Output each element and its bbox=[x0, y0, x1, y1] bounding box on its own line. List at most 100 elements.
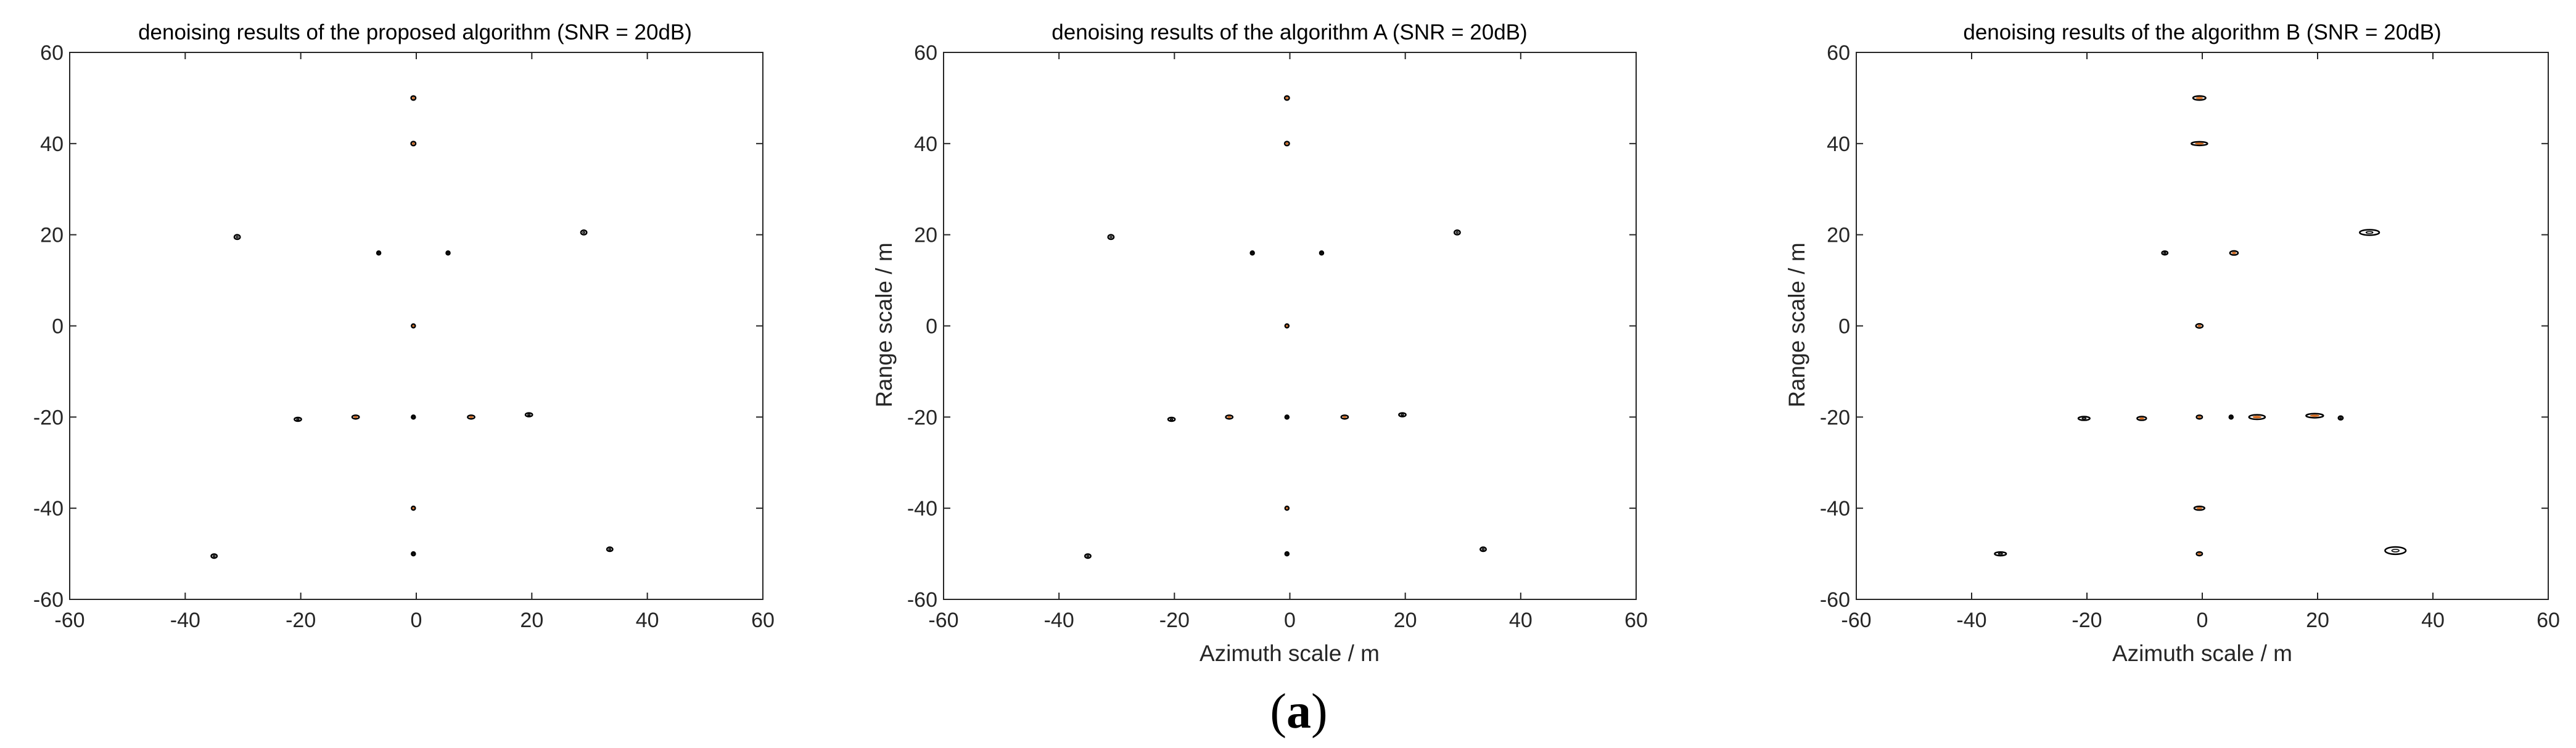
y-tick-label: -40 bbox=[1820, 497, 1850, 520]
x-tick-label: -60 bbox=[928, 609, 958, 632]
target-point bbox=[606, 546, 614, 553]
target-point bbox=[1479, 546, 1487, 553]
target-contour-outer bbox=[233, 234, 241, 240]
panel-title: denoising results of the proposed algori… bbox=[138, 20, 692, 44]
target-contour-inner bbox=[2252, 416, 2262, 419]
target-contour-outer bbox=[1084, 553, 1092, 559]
y-tick-label: 20 bbox=[914, 224, 937, 247]
target-contour-inner bbox=[1286, 416, 1288, 419]
target-point bbox=[1283, 95, 1290, 101]
target-contour-outer bbox=[411, 414, 416, 420]
x-tick-label: -60 bbox=[1841, 609, 1871, 632]
panel-title: denoising results of the algorithm B (SN… bbox=[1963, 20, 2441, 44]
y-tick-label: -60 bbox=[33, 588, 64, 612]
target-contour-inner bbox=[2231, 252, 2237, 255]
target-point bbox=[410, 141, 417, 147]
x-tick-label: -20 bbox=[1159, 609, 1190, 632]
target-contour-inner bbox=[1401, 413, 1404, 416]
target-point bbox=[2190, 141, 2208, 147]
target-contour-inner bbox=[412, 416, 415, 419]
target-point bbox=[411, 323, 416, 329]
y-tick-label: 0 bbox=[1838, 315, 1850, 339]
y-tick-label: 40 bbox=[1827, 133, 1850, 156]
x-axis-title: Azimuth scale / m bbox=[1200, 641, 1380, 666]
target-contour-outer bbox=[411, 551, 416, 557]
x-tick-label: 40 bbox=[636, 609, 659, 632]
target-point bbox=[210, 553, 218, 559]
target-contour-inner bbox=[2310, 414, 2320, 417]
target-point bbox=[2228, 414, 2234, 420]
target-point bbox=[410, 95, 417, 101]
target-point bbox=[2193, 505, 2205, 511]
target-contour-outer bbox=[524, 412, 533, 417]
target-point bbox=[2195, 414, 2204, 420]
target-point bbox=[1284, 505, 1290, 511]
target-point bbox=[445, 250, 451, 256]
target-contour-inner bbox=[469, 416, 474, 418]
target-contour-inner bbox=[2339, 417, 2342, 419]
target-contour-outer bbox=[210, 553, 218, 559]
target-contour-inner bbox=[377, 252, 380, 255]
y-axis-title: Range scale / m bbox=[871, 242, 897, 407]
x-tick-label: -40 bbox=[1044, 609, 1074, 632]
target-contour-inner bbox=[1455, 231, 1459, 234]
panel-algorithm-b: denoising results of the algorithm B (SN… bbox=[1784, 20, 2560, 666]
target-contour-inner bbox=[1109, 236, 1113, 239]
target-contour-inner bbox=[582, 231, 586, 234]
target-point bbox=[2359, 229, 2381, 236]
x-tick-label: 60 bbox=[751, 609, 775, 632]
y-tick-label: 60 bbox=[914, 41, 937, 65]
target-contour-inner bbox=[1251, 252, 1254, 255]
x-tick-label: -20 bbox=[286, 609, 316, 632]
target-contour-inner bbox=[412, 507, 414, 509]
target-point bbox=[2248, 414, 2266, 421]
y-axis-title: Range scale / m bbox=[1784, 242, 1809, 407]
x-axis-title: Azimuth scale / m bbox=[2112, 641, 2292, 666]
target-contour-outer bbox=[1284, 551, 1290, 557]
y-tick-label: 40 bbox=[40, 133, 64, 156]
target-point bbox=[1107, 234, 1115, 240]
target-contour-inner bbox=[212, 554, 216, 557]
target-contour-inner bbox=[2197, 324, 2202, 327]
target-point bbox=[2305, 413, 2324, 419]
target-point bbox=[1249, 250, 1255, 256]
y-tick-label: -60 bbox=[907, 588, 937, 612]
y-tick-label: -20 bbox=[907, 406, 937, 429]
target-point bbox=[2136, 416, 2147, 421]
target-point bbox=[1284, 551, 1290, 557]
target-contour-outer bbox=[294, 416, 302, 422]
target-contour-outer bbox=[2359, 229, 2381, 236]
target-point bbox=[2161, 250, 2169, 256]
target-contour-inner bbox=[2195, 142, 2204, 145]
target-point bbox=[351, 414, 360, 420]
target-contour-inner bbox=[446, 252, 450, 255]
target-point bbox=[1994, 551, 2007, 557]
target-point bbox=[1398, 412, 1407, 417]
target-point bbox=[233, 234, 241, 240]
target-contour-inner bbox=[2197, 416, 2201, 418]
target-point bbox=[1084, 553, 1092, 559]
target-contour-inner bbox=[412, 97, 415, 99]
target-contour-inner bbox=[2229, 416, 2232, 419]
target-contour-outer bbox=[2228, 414, 2234, 420]
target-contour-outer bbox=[2161, 250, 2169, 256]
x-tick-label: 0 bbox=[1284, 609, 1296, 632]
target-contour-inner bbox=[1343, 416, 1347, 418]
target-point bbox=[2337, 415, 2344, 421]
figure-caption-letter: a bbox=[1286, 684, 1311, 739]
target-contour-inner bbox=[1481, 548, 1485, 551]
target-point bbox=[1167, 416, 1176, 422]
panel-proposed-algorithm: denoising results of the proposed algori… bbox=[33, 20, 775, 632]
target-contour-inner bbox=[2139, 417, 2144, 420]
target-contour-outer bbox=[606, 546, 614, 553]
target-point bbox=[2192, 95, 2207, 101]
panel-algorithm-a: denoising results of the algorithm A (SN… bbox=[871, 20, 1648, 666]
target-contour-inner bbox=[296, 418, 300, 421]
x-tick-label: 0 bbox=[2197, 609, 2208, 632]
x-tick-label: 20 bbox=[1394, 609, 1417, 632]
x-tick-label: -20 bbox=[2072, 609, 2102, 632]
target-point bbox=[1319, 250, 1325, 256]
x-tick-label: 60 bbox=[2537, 609, 2560, 632]
